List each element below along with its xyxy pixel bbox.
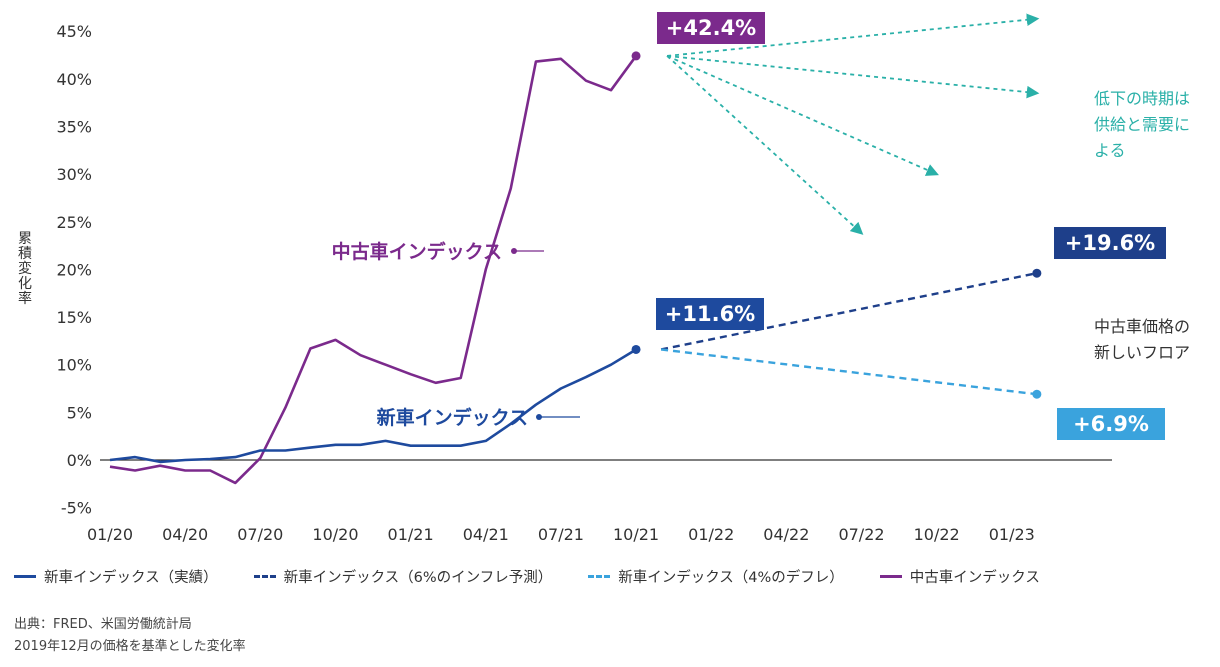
y-tick-label: 45% — [56, 22, 92, 41]
x-tick-label: 01/23 — [989, 525, 1035, 544]
y-tick-label: 35% — [56, 117, 92, 136]
y-axis-title-text: 累積変化率 — [16, 231, 32, 306]
x-tick-label: 10/20 — [312, 525, 358, 544]
legend-swatch-new-actual — [14, 575, 36, 578]
floor-note-line: 中古車価格の — [1094, 317, 1190, 336]
projection-arrow-1 — [667, 13, 1040, 57]
series-line-new-actual — [109, 348, 637, 464]
projection-arrow-4 — [666, 55, 864, 235]
legend-label-new-inflation: 新車インデックス（6%のインフレ予測） — [283, 570, 553, 586]
y-axis-ticks: -5% 0% 5% 10% 15% 20% 25% 30% 35% 40% 45% — [56, 22, 92, 518]
new-deflation-end-marker — [1032, 389, 1042, 399]
projection-arrow-2 — [667, 55, 1040, 99]
new-actual-end-marker — [631, 344, 641, 354]
x-tick-label: 10/22 — [914, 525, 960, 544]
used-peak-callout-text: +42.4% — [666, 16, 756, 40]
series-line-new-inflation — [660, 272, 1038, 351]
decline-note-line: よる — [1094, 141, 1126, 160]
y-tick-label: 20% — [56, 260, 92, 279]
x-tick-label: 07/20 — [237, 525, 283, 544]
series-line-new-deflation — [660, 348, 1037, 396]
y-tick-label: 25% — [56, 213, 92, 232]
y-tick-label: 15% — [56, 308, 92, 327]
new-inflation-callout-text: +19.6% — [1065, 231, 1155, 255]
series-group — [109, 13, 1042, 485]
y-tick-label: 40% — [56, 70, 92, 89]
new-inflation-callout-box — [1054, 227, 1166, 259]
used-peak-marker — [631, 51, 641, 61]
legend-swatch-new-deflation — [588, 575, 611, 578]
source-line-1: 出典：FRED、米国労働統計局 — [14, 617, 192, 632]
x-tick-label: 01/22 — [688, 525, 734, 544]
legend-item-new-inflation: 新車インデックス（6%のインフレ予測） — [253, 566, 553, 587]
new-deflation-callout-text: +6.9% — [1073, 412, 1149, 436]
legend-swatch-new-inflation — [253, 575, 276, 578]
x-axis-ticks: 01/20 04/20 07/20 10/20 01/21 04/21 07/21 10/21… — [87, 525, 1035, 544]
legend-label-used: 中古車インデックス — [909, 570, 1040, 586]
new-actual-callout-text: +11.6% — [665, 302, 755, 326]
y-tick-label: 30% — [56, 165, 92, 184]
new-actual-callout-box — [656, 298, 764, 330]
decline-note-line: 低下の時期は — [1094, 89, 1190, 108]
new-series-label: 新車インデックス — [377, 406, 528, 429]
y-tick-label: 5% — [67, 403, 92, 422]
legend-item-new-deflation: 新車インデックス（4%のデフレ） — [588, 566, 844, 587]
x-tick-label: 01/21 — [388, 525, 434, 544]
x-tick-label: 07/22 — [838, 525, 884, 544]
y-tick-label: -5% — [61, 499, 92, 518]
y-tick-label: 0% — [67, 451, 92, 470]
legend-item-used: 中古車インデックス — [879, 566, 1040, 587]
legend-swatch-used — [879, 575, 902, 578]
used-series-label: 中古車インデックス — [332, 240, 502, 263]
decline-note-line: 供給と需要に — [1094, 115, 1190, 134]
chart: 累積変化率 -5% 0% 5% 10% 15% 20% 25% 30% 35% 40% 45% 01… — [16, 12, 1190, 544]
y-tick-label: 10% — [56, 356, 92, 375]
x-tick-label: 04/22 — [763, 525, 809, 544]
legend-label-new-deflation: 新車インデックス（4%のデフレ） — [618, 570, 844, 586]
floor-note-line: 新しいフロア — [1094, 343, 1190, 362]
source-note: 出典：FRED、米国労働統計局 2019年12月の価格を基準とした変化率 — [14, 614, 246, 658]
legend: 新車インデックス（実績） 新車インデックス（6%のインフレ予測） 新車インデック… — [14, 566, 1040, 587]
projection-arrow-3 — [666, 55, 939, 176]
x-tick-label: 01/20 — [87, 525, 133, 544]
y-axis-title: 累積変化率 — [16, 231, 32, 306]
new-inflation-end-marker — [1032, 268, 1042, 278]
source-line-2: 2019年12月の価格を基準とした変化率 — [14, 639, 246, 654]
legend-label-new-actual: 新車インデックス（実績） — [44, 570, 218, 586]
used-peak-callout-box — [657, 12, 765, 44]
legend-item-new-actual: 新車インデックス（実績） — [14, 566, 218, 587]
x-tick-label: 04/20 — [162, 525, 208, 544]
x-tick-label: 10/21 — [613, 525, 659, 544]
series-line-used — [109, 55, 638, 485]
annotations-group: +42.4% +11.6% +19.6% +6.9% 中古車インデックス新車インデックス… — [332, 12, 1190, 440]
new-deflation-callout-box — [1057, 408, 1165, 440]
x-tick-label: 07/21 — [538, 525, 584, 544]
x-tick-label: 04/21 — [463, 525, 509, 544]
